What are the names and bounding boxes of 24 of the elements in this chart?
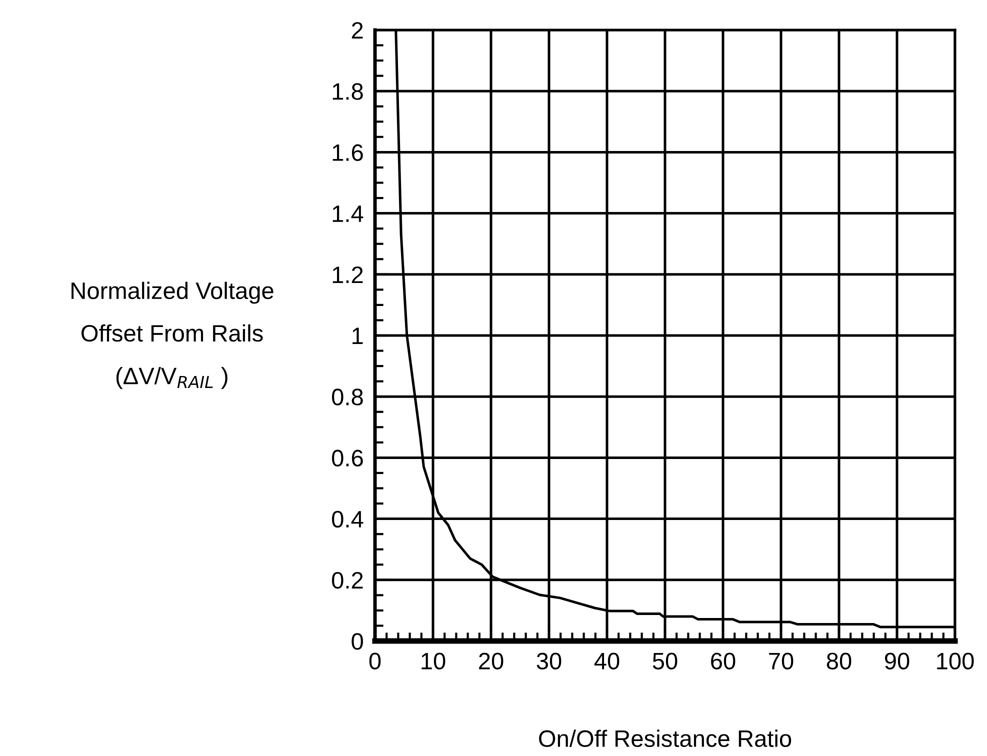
x-tick-label: 10 [422, 652, 446, 670]
x-tick-label: 40 [594, 652, 620, 670]
x-tick-label: 80 [826, 652, 852, 670]
y-tick-label: 0.2 [332, 572, 363, 589]
x-tick-label: 60 [711, 652, 736, 670]
y-tick-label: 0 [352, 633, 363, 650]
x-tick-label: 70 [769, 652, 794, 670]
y-tick-label: 2 [352, 22, 363, 39]
y-tick-label: 0.8 [332, 388, 363, 406]
x-tick-label: 30 [536, 652, 562, 670]
y-tick-label: 0.6 [332, 450, 363, 466]
x-tick-label: 100 [937, 652, 974, 670]
y-tick-label: 1.2 [332, 266, 363, 283]
x-axis-title: On/Off Resistance Ratio [539, 730, 792, 748]
y-tick-label: 1.6 [332, 144, 363, 161]
y-axis-title: Normalized Voltage Offset From Rails (ΔV/V$_{RAIL}$ ) [72, 282, 274, 390]
y-tick-label: 0.4 [332, 510, 364, 528]
x-tick-label: 50 [652, 652, 678, 670]
y-tick-label: 1.4 [332, 206, 364, 222]
x-tick-label: 90 [884, 652, 910, 670]
y-tick-label: 1 [352, 328, 363, 344]
x-tick-label: 20 [479, 652, 504, 670]
x-tick-label: 0 [369, 652, 381, 670]
y-tick-label: 1.8 [332, 83, 363, 100]
